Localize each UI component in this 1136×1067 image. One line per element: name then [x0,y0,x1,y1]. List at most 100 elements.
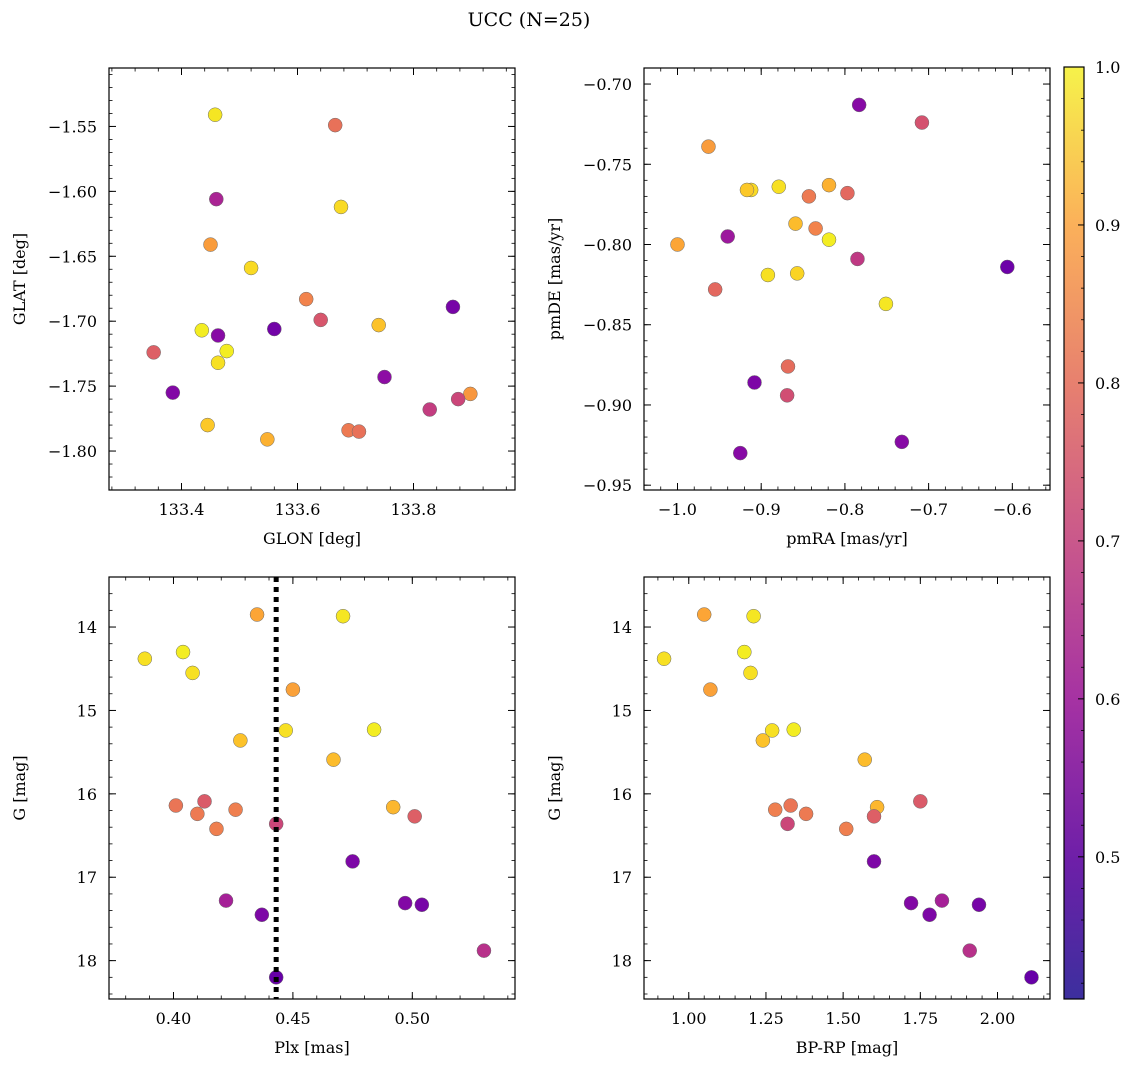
data-point [707,282,723,297]
x-tick-label: 133.6 [275,500,321,519]
data-point [207,107,223,122]
y-tick-label: −0.75 [583,155,632,174]
data-point [228,802,243,817]
data-point [209,821,224,837]
data-point [971,897,987,913]
data-point [313,312,328,328]
x-axis-label: GLON [deg] [263,529,361,548]
x-tick-label: 1.00 [671,1009,707,1028]
data-point [747,375,762,390]
x-tick-label: 0.50 [394,1009,430,1028]
x-tick-label: 2.00 [980,1009,1016,1028]
y-tick-label: −0.85 [583,316,632,335]
data-point [696,607,712,622]
axes-frame [108,576,516,1000]
data-point [298,291,314,307]
data-point [190,806,205,822]
data-point [838,821,854,837]
data-point [701,139,716,154]
x-tick-label: 0.45 [275,1009,311,1028]
data-point [894,434,910,450]
data-point [385,799,401,815]
data-point [783,798,798,813]
data-point [377,369,392,385]
colorbar-tick-label: 0.5 [1095,848,1120,867]
colorbar-tick-label: 0.6 [1095,690,1120,709]
y-tick-label: −1.70 [48,312,97,331]
y-tick-label: −1.75 [48,377,97,396]
scatter-series [656,607,1039,985]
data-point [779,388,795,403]
data-point [786,722,801,737]
data-point [209,191,224,207]
data-point [840,185,855,201]
x-tick-label: 1.25 [748,1009,784,1028]
axes-frame [643,576,1051,1000]
y-axis-label: GLAT [deg] [10,233,29,325]
data-point [450,391,466,407]
data-point [333,199,349,215]
x-axis-label: BP-RP [mag] [796,1038,898,1057]
data-point [254,907,270,923]
data-point [233,733,248,748]
data-point [903,895,919,911]
x-tick-label: −0.8 [825,500,864,519]
data-point [703,682,718,697]
y-axis-label: G [mag] [545,755,564,820]
data-point [656,651,672,666]
data-point [962,943,977,958]
data-point [670,237,685,252]
colorbar-tick-label: 0.8 [1095,374,1120,393]
data-point [743,665,758,681]
data-point [780,816,795,832]
x-tick-label: −1.0 [658,500,697,519]
y-tick-label: 18 [77,952,97,971]
data-point [1000,259,1015,275]
data-point [866,809,882,824]
data-point [914,115,930,130]
data-point [200,417,215,433]
colorbar-tick-label: 0.7 [1095,532,1120,551]
scatter-series [146,107,478,447]
data-point [764,723,780,738]
data-point [168,798,184,813]
y-tick-label: 15 [612,701,632,720]
data-point [737,644,752,660]
data-point [866,854,882,869]
y-tick-label: −1.80 [48,442,97,461]
x-tick-label: 133.4 [159,500,205,519]
x-tick-label: 1.75 [903,1009,939,1028]
data-point [243,260,259,276]
data-point [278,723,293,738]
y-tick-label: 16 [612,785,632,804]
y-tick-label: 18 [612,952,632,971]
data-point [821,177,837,193]
data-point [720,229,735,244]
data-point [165,385,181,400]
data-point [194,323,210,338]
axes-frame [108,67,516,491]
data-point [197,794,212,809]
scatter-series [670,97,1015,461]
data-point [218,893,234,908]
y-axis-label: pmDE [mas/yr] [545,218,564,341]
data-point [771,179,787,194]
data-point [934,893,950,908]
panel-glon-glat: 133.4 133.6 133.8 −1.55 −1.60 −1.65 −1.70 −1.75… [10,67,516,548]
data-point [746,608,761,624]
colorbar: 0.5 0.6 0.7 0.8 0.9 1.0 [1063,58,1120,1000]
data-point [422,402,437,417]
data-point [335,608,351,624]
data-point [345,854,360,869]
colorbar-tick-label: 1.0 [1095,58,1120,77]
y-tick-label: −0.80 [583,236,632,255]
y-tick-label: 15 [77,701,97,720]
scatter-series [137,607,492,985]
data-point [351,424,367,439]
axes-frame [643,67,1051,491]
data-point [414,897,430,913]
data-point [808,221,823,236]
data-point [146,345,161,360]
data-point [397,895,413,911]
y-tick-label: −0.70 [583,75,632,94]
